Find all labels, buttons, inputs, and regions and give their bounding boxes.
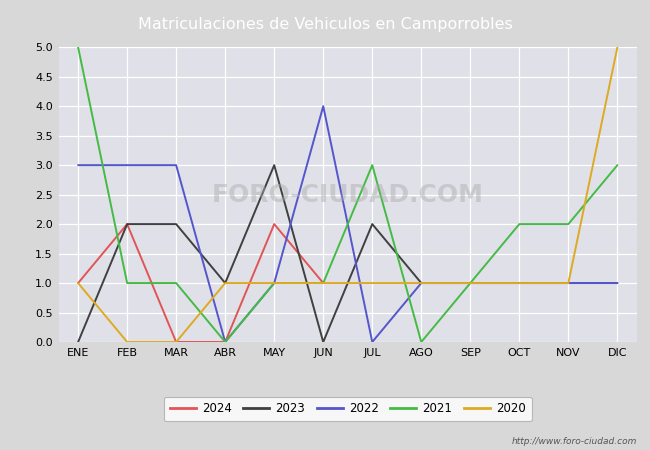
2023 — [564, 280, 572, 286]
2021 — [417, 339, 425, 345]
2023 — [172, 221, 180, 227]
2021 — [614, 162, 621, 168]
Text: http://www.foro-ciudad.com: http://www.foro-ciudad.com — [512, 436, 637, 446]
Line: 2020: 2020 — [78, 47, 618, 342]
2024 — [172, 339, 180, 345]
2021 — [564, 221, 572, 227]
2020 — [417, 280, 425, 286]
2023 — [270, 162, 278, 168]
2021 — [467, 280, 474, 286]
2022 — [369, 339, 376, 345]
2020 — [467, 280, 474, 286]
Legend: 2024, 2023, 2022, 2021, 2020: 2024, 2023, 2022, 2021, 2020 — [164, 396, 532, 421]
2023 — [369, 221, 376, 227]
2021 — [515, 221, 523, 227]
2024 — [270, 221, 278, 227]
Line: 2021: 2021 — [78, 47, 618, 342]
Text: Matriculaciones de Vehiculos en Camporrobles: Matriculaciones de Vehiculos en Camporro… — [138, 17, 512, 32]
2020 — [172, 339, 180, 345]
2023 — [221, 280, 229, 286]
2020 — [221, 280, 229, 286]
2024 — [221, 339, 229, 345]
2022 — [417, 280, 425, 286]
2021 — [74, 45, 82, 50]
2022 — [74, 162, 82, 168]
Line: 2024: 2024 — [78, 224, 323, 342]
2023 — [74, 339, 82, 345]
Line: 2022: 2022 — [78, 106, 618, 342]
2024 — [74, 280, 82, 286]
2022 — [564, 280, 572, 286]
2024 — [124, 221, 131, 227]
2020 — [564, 280, 572, 286]
2022 — [172, 162, 180, 168]
2021 — [270, 280, 278, 286]
2023 — [319, 339, 327, 345]
2021 — [172, 280, 180, 286]
2020 — [124, 339, 131, 345]
2022 — [515, 280, 523, 286]
2022 — [270, 280, 278, 286]
2023 — [515, 280, 523, 286]
2022 — [221, 339, 229, 345]
2022 — [614, 280, 621, 286]
2020 — [369, 280, 376, 286]
2021 — [221, 339, 229, 345]
2020 — [515, 280, 523, 286]
2021 — [369, 162, 376, 168]
2023 — [467, 280, 474, 286]
2024 — [319, 280, 327, 286]
Text: FORO-CIUDAD.COM: FORO-CIUDAD.COM — [212, 183, 484, 207]
2022 — [124, 162, 131, 168]
2020 — [319, 280, 327, 286]
2023 — [124, 221, 131, 227]
2020 — [270, 280, 278, 286]
2020 — [614, 45, 621, 50]
2023 — [614, 280, 621, 286]
2022 — [319, 104, 327, 109]
Line: 2023: 2023 — [78, 165, 618, 342]
2021 — [319, 280, 327, 286]
2022 — [467, 280, 474, 286]
2020 — [74, 280, 82, 286]
2021 — [124, 280, 131, 286]
2023 — [417, 280, 425, 286]
